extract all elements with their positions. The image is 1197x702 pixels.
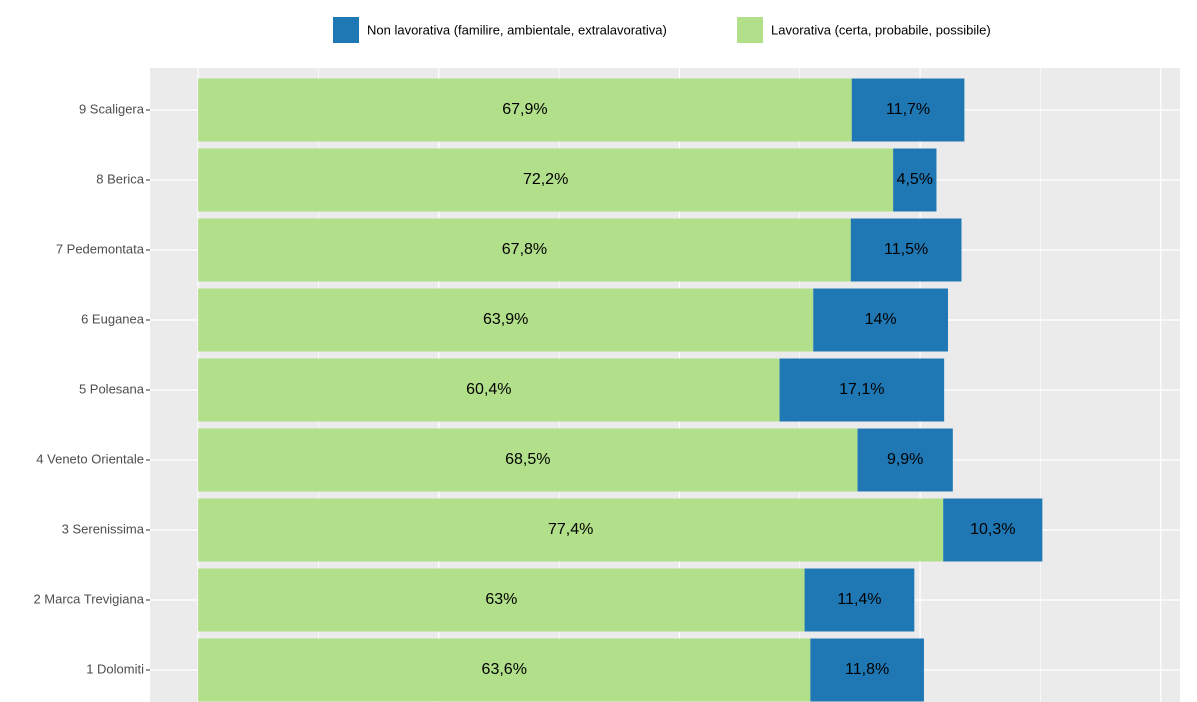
- y-tick-label: 6 Euganea: [81, 311, 145, 326]
- bar-segment: [857, 428, 953, 492]
- bar-segment: [813, 288, 949, 352]
- bar-segment: [198, 568, 805, 632]
- y-tick-label: 5 Polesana: [79, 381, 145, 396]
- bar-segment: [893, 148, 937, 212]
- data-label: 17,1%: [839, 381, 884, 398]
- data-label: 10,3%: [970, 521, 1015, 538]
- data-label: 68,5%: [505, 451, 550, 468]
- data-label: 63%: [485, 591, 517, 608]
- bar-segment: [943, 498, 1043, 562]
- data-label: 9,9%: [887, 451, 923, 468]
- data-label: 60,4%: [466, 381, 511, 398]
- data-label: 11,8%: [845, 661, 889, 678]
- y-tick-label: 4 Veneto Orientale: [36, 451, 144, 466]
- y-tick-label: 9 Scaligera: [79, 101, 145, 116]
- bar-segment: [198, 498, 944, 562]
- bar-segment: [851, 78, 965, 142]
- y-tick-label: 3 Serenissima: [62, 521, 145, 536]
- bar-segment: [810, 638, 924, 702]
- bar-segment: [804, 568, 915, 632]
- y-tick-label: 1 Dolomiti: [86, 661, 144, 676]
- bar-segment: [198, 218, 851, 282]
- legend-key: [333, 17, 359, 43]
- bar-segment: [198, 638, 811, 702]
- bar-segment: [850, 218, 962, 282]
- bar-segment: [198, 148, 894, 212]
- data-label: 11,5%: [884, 241, 928, 258]
- y-tick-label: 8 Berica: [96, 171, 144, 186]
- bar-segment: [198, 428, 858, 492]
- data-label: 72,2%: [523, 171, 568, 188]
- data-label: 63,6%: [482, 661, 527, 678]
- y-tick-label: 2 Marca Trevigiana: [33, 591, 144, 606]
- bar-segment: [198, 358, 780, 422]
- data-label: 14%: [865, 311, 897, 328]
- data-label: 77,4%: [548, 521, 593, 538]
- data-label: 11,4%: [837, 591, 881, 608]
- data-label: 4,5%: [897, 171, 933, 188]
- data-label: 11,7%: [886, 101, 930, 118]
- bar-segment: [198, 288, 814, 352]
- data-label: 63,9%: [483, 311, 528, 328]
- legend-label: Lavorativa (certa, probabile, possibile): [771, 22, 991, 37]
- legend-key: [737, 17, 763, 43]
- y-tick-label: 7 Pedemontata: [56, 241, 145, 256]
- legend-label: Non lavorativa (familire, ambientale, ex…: [367, 22, 667, 37]
- bar-segment: [779, 358, 945, 422]
- data-label: 67,8%: [502, 241, 547, 258]
- data-label: 67,9%: [502, 101, 547, 118]
- bar-segment: [198, 78, 852, 142]
